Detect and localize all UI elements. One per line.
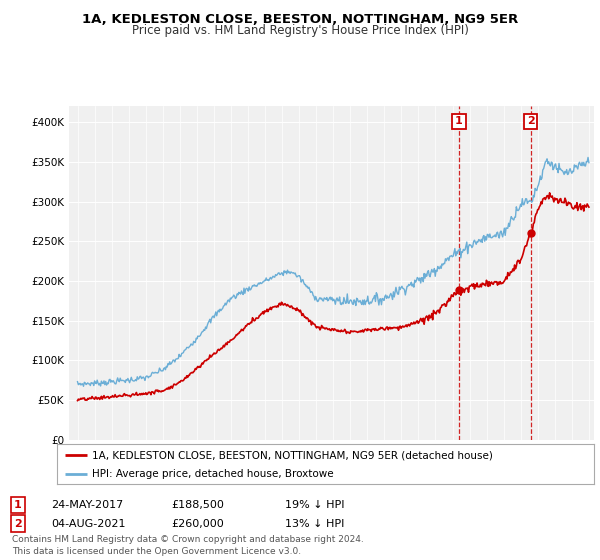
- Text: 2: 2: [14, 519, 22, 529]
- Text: 19% ↓ HPI: 19% ↓ HPI: [285, 500, 344, 510]
- Text: 1: 1: [455, 116, 463, 127]
- Text: £188,500: £188,500: [171, 500, 224, 510]
- Text: 13% ↓ HPI: 13% ↓ HPI: [285, 519, 344, 529]
- Text: 04-AUG-2021: 04-AUG-2021: [51, 519, 125, 529]
- Text: HPI: Average price, detached house, Broxtowe: HPI: Average price, detached house, Brox…: [92, 469, 334, 479]
- Text: 1A, KEDLESTON CLOSE, BEESTON, NOTTINGHAM, NG9 5ER (detached house): 1A, KEDLESTON CLOSE, BEESTON, NOTTINGHAM…: [92, 450, 493, 460]
- Text: 1A, KEDLESTON CLOSE, BEESTON, NOTTINGHAM, NG9 5ER: 1A, KEDLESTON CLOSE, BEESTON, NOTTINGHAM…: [82, 13, 518, 26]
- Text: Price paid vs. HM Land Registry's House Price Index (HPI): Price paid vs. HM Land Registry's House …: [131, 24, 469, 36]
- Text: £260,000: £260,000: [171, 519, 224, 529]
- Text: 1: 1: [14, 500, 22, 510]
- Text: 24-MAY-2017: 24-MAY-2017: [51, 500, 123, 510]
- Text: Contains HM Land Registry data © Crown copyright and database right 2024.
This d: Contains HM Land Registry data © Crown c…: [12, 535, 364, 556]
- Text: 2: 2: [527, 116, 535, 127]
